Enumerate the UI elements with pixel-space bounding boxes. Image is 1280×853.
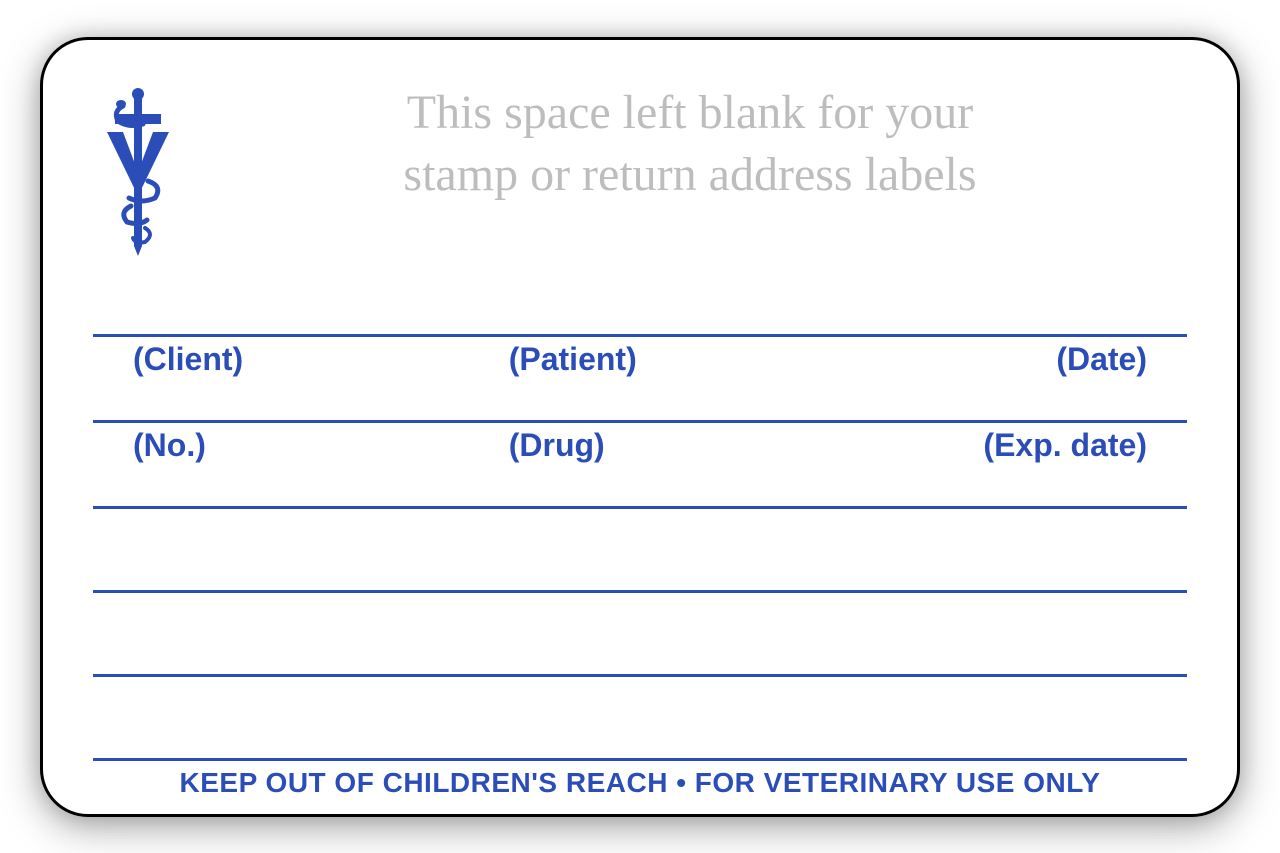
stamp-area-placeholder: This space left blank for your stamp or … bbox=[233, 76, 1187, 207]
label-drug: (Drug) bbox=[509, 427, 859, 464]
form-row-1-labels: (Client) (Patient) (Date) bbox=[93, 341, 1187, 378]
footer-section: KEEP OUT OF CHILDREN'S REACH • FOR VETER… bbox=[93, 758, 1187, 799]
form-row-4 bbox=[93, 590, 1187, 674]
form-row-5 bbox=[93, 674, 1187, 758]
form-row-1: (Client) (Patient) (Date) bbox=[93, 334, 1187, 420]
label-patient: (Patient) bbox=[509, 341, 859, 378]
veterinary-caduceus-icon bbox=[93, 86, 183, 256]
form-row-3 bbox=[93, 506, 1187, 590]
form-section: (Client) (Patient) (Date) (No.) (Drug) (… bbox=[93, 334, 1187, 799]
form-row-2: (No.) (Drug) (Exp. date) bbox=[93, 420, 1187, 506]
prescription-label-card: This space left blank for your stamp or … bbox=[40, 37, 1240, 817]
header-section: This space left blank for your stamp or … bbox=[93, 76, 1187, 316]
placeholder-line-2: stamp or return address labels bbox=[403, 148, 976, 201]
label-date: (Date) bbox=[859, 341, 1187, 378]
label-client: (Client) bbox=[93, 341, 509, 378]
label-exp-date: (Exp. date) bbox=[859, 427, 1187, 464]
form-row-2-labels: (No.) (Drug) (Exp. date) bbox=[93, 427, 1187, 464]
placeholder-line-1: This space left blank for your bbox=[407, 86, 973, 139]
label-no: (No.) bbox=[93, 427, 509, 464]
warning-text: KEEP OUT OF CHILDREN'S REACH • FOR VETER… bbox=[93, 767, 1187, 799]
